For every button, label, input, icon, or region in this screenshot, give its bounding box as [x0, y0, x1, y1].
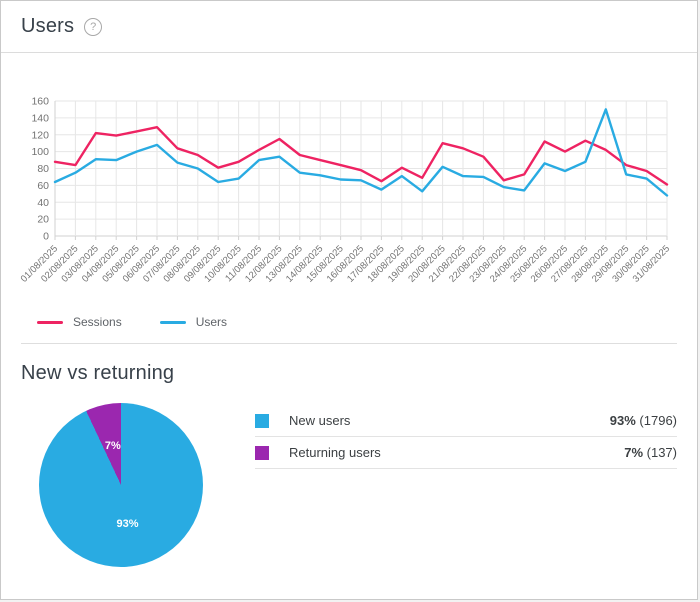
section-title: New vs returning	[21, 362, 175, 384]
table-row-new-users: New users 93% (1796)	[255, 405, 677, 437]
users-swatch	[159, 320, 186, 324]
y-axis-tick-label: 0	[43, 231, 49, 243]
page-title: Users	[21, 15, 75, 37]
pie-legend-table: New users 93% (1796) Returning users 7% …	[255, 405, 677, 469]
users-label: Users	[195, 315, 228, 329]
legend-item-users[interactable]: Users	[159, 315, 228, 329]
new-users-value: 93% (1796)	[609, 413, 677, 428]
new-users-label: New users	[289, 413, 351, 428]
help-icon[interactable]: ?	[84, 17, 103, 36]
pie-graphic	[39, 403, 203, 567]
sessions-label: Sessions	[73, 315, 122, 329]
y-axis-tick-label: 40	[37, 197, 49, 209]
y-axis-tick-label: 60	[37, 180, 49, 192]
legend-item-sessions[interactable]: Sessions	[37, 315, 122, 329]
sessions-swatch	[37, 320, 63, 324]
y-axis-tick-label: 100	[31, 146, 49, 158]
series-line-users[interactable]	[53, 108, 669, 197]
y-axis-tick-label: 120	[31, 129, 49, 141]
returning-users-chip	[255, 445, 269, 460]
widget-header: Users ?	[1, 1, 697, 53]
returning-users-value: 7% (137)	[624, 445, 677, 460]
y-axis-tick-label: 160	[31, 96, 49, 108]
y-axis-tick-label: 80	[37, 163, 49, 175]
line-chart-svg[interactable]: 02040608010012014016001/08/202502/08/202…	[9, 63, 681, 306]
series-line-sessions[interactable]	[53, 125, 669, 186]
y-axis-tick-label: 140	[31, 112, 49, 124]
new-vs-returning-pie[interactable]: 7% 93%	[39, 403, 203, 567]
y-axis-tick-label: 20	[37, 214, 49, 226]
pie-label-new: 93%	[116, 518, 139, 531]
new-vs-returning-section: New vs returning 7% 93% New users 93% (1…	[1, 344, 697, 567]
section-divider	[21, 343, 677, 344]
users-line-chart[interactable]: 0 20 40 60 80 100 120 140 160 01/08/2025 02/08/202…	[1, 53, 697, 330]
returning-users-label: Returning users	[289, 445, 381, 460]
table-row-returning-users: Returning users 7% (137)	[255, 437, 677, 469]
new-users-chip	[255, 413, 269, 428]
pie-label-returning: 7%	[104, 439, 121, 452]
line-chart-legend: Sessions Users	[9, 311, 689, 329]
